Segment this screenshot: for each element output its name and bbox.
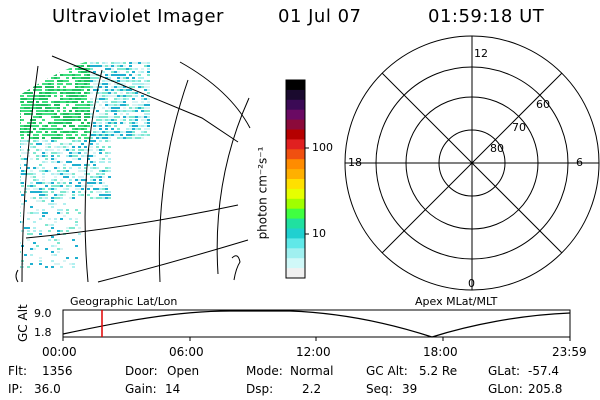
colorbar-band (286, 159, 305, 170)
info-glat-value: -57.4 (528, 364, 560, 378)
info-seq-key: Seq: (366, 382, 393, 396)
colorbar-band (286, 258, 305, 269)
info-door-value: Open (167, 364, 200, 378)
info-ip-key: IP: (8, 382, 23, 396)
info-dsp-value: 2.2 (302, 382, 322, 396)
colorbar-band (286, 89, 305, 101)
info-flt-value: 1356 (42, 364, 73, 378)
geographic-grid (15, 55, 250, 283)
mlt-label-18: 18 (348, 156, 362, 169)
colorbar-band (286, 179, 305, 190)
colorbar-label-100: 100 (312, 141, 333, 154)
colorbar-band (286, 198, 305, 210)
colorbar-label-10: 10 (312, 227, 326, 240)
mlat-label-70: 70 (512, 121, 526, 134)
colorbar-band (286, 169, 305, 180)
colorbar-band (286, 80, 305, 91)
mlat-label-80: 80 (490, 142, 504, 155)
timeline-left-label: Geographic Lat/Lon (70, 295, 178, 308)
timeline-xtick-1: 06:00 (169, 345, 204, 359)
instrument-title: Ultraviolet Imager (52, 6, 224, 27)
orbit-altitude-curve (62, 310, 571, 338)
auroral-emission (20, 62, 150, 268)
colorbar-band (286, 149, 305, 160)
fov-edge (179, 61, 251, 129)
timeline-xtick-4: 23:59 (552, 345, 587, 359)
colorbar-band (286, 129, 305, 140)
mlt-label-0: 0 (468, 277, 475, 290)
timeline-right-label: Apex MLat/MLT (415, 295, 498, 308)
mlt-label-6: 6 (576, 156, 583, 169)
colorbar-band (286, 139, 305, 150)
timeline-ytick-top: 9.0 (34, 307, 52, 320)
colorbar-band (286, 119, 305, 130)
mlt-label-12: 12 (474, 47, 488, 60)
colorbar-band (286, 228, 305, 239)
colorbar-band (286, 99, 305, 111)
info-dsp-key: Dsp: (246, 382, 274, 396)
time-label: 01:59:18 UT (428, 6, 545, 27)
colorbar-band (286, 268, 305, 279)
colorbar-band (286, 109, 305, 121)
timeline-xtick-3: 18:00 (423, 345, 458, 359)
colorbar-band (286, 218, 305, 229)
info-door-key: Door: (125, 364, 158, 378)
info-glon-value: 205.8 (528, 382, 563, 396)
polar-diagonal-b (381, 72, 563, 254)
timeline-xtick-2: 12:00 (296, 345, 331, 359)
colorbar-band (286, 188, 305, 200)
info-flt-key: Flt: (8, 364, 27, 378)
mlat-label-60: 60 (536, 98, 550, 111)
info-mode-key: Mode: (246, 364, 283, 378)
colorbar-band (286, 208, 305, 220)
timeline-xtick-0: 00:00 (42, 345, 77, 359)
info-glon-key: GLon: (488, 382, 523, 396)
info-gcalt-key: GC Alt: (366, 364, 408, 378)
colorbar-band (286, 238, 305, 249)
info-ip-value: 36.0 (34, 382, 61, 396)
timeline-ytick-bottom: 1.8 (34, 326, 52, 339)
info-gain-value: 14 (165, 382, 181, 396)
colorbar-band (286, 248, 305, 259)
info-mode-value: Normal (290, 364, 334, 378)
timeline-frame (62, 309, 571, 338)
info-gcalt-value: 5.2 Re (419, 364, 458, 378)
info-seq-value: 39 (402, 382, 418, 396)
colorbar-frame (285, 79, 306, 279)
date-label: 01 Jul 07 (278, 6, 362, 27)
info-gain-key: Gain: (125, 382, 157, 396)
info-glat-key: GLat: (488, 364, 521, 378)
